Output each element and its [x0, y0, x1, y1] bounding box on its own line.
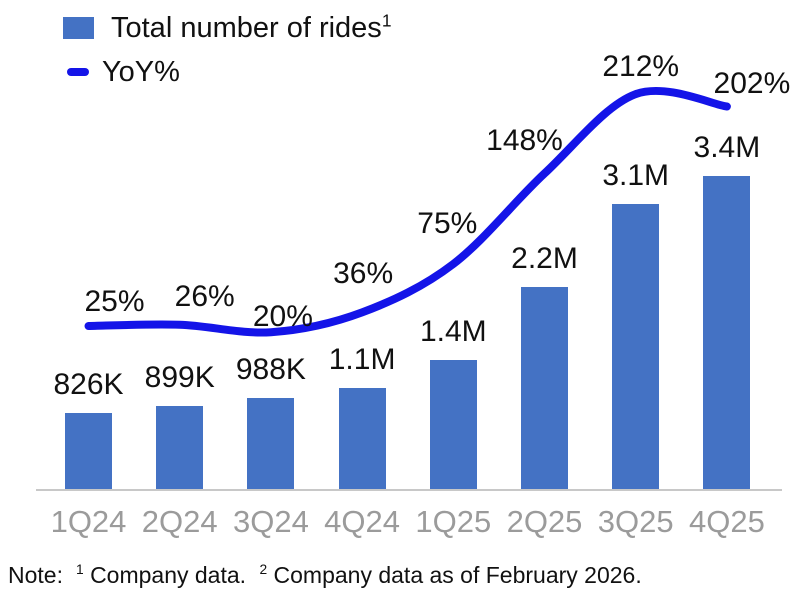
bar-value-label-3Q24: 988K: [235, 353, 306, 387]
bar-3Q24: [247, 398, 295, 489]
yoy-value-label-4Q25: 202%: [713, 66, 791, 100]
legend-rides-superscript: 1: [381, 10, 392, 31]
x-axis-line: [36, 489, 782, 491]
bar-value-label-4Q24: 1.1M: [328, 342, 396, 376]
yoy-value-label-4Q24: 36%: [333, 257, 394, 291]
x-axis-label-2Q25: 2Q25: [506, 504, 583, 539]
x-axis-label-1Q25: 1Q25: [415, 504, 492, 539]
bar-value-label-4Q25: 3.4M: [693, 131, 761, 165]
yoy-value-label-1Q25: 75%: [417, 207, 478, 240]
legend-label-rides: Total number of rides1: [111, 10, 391, 46]
bar-1Q24: [65, 413, 112, 489]
legend-item-rides: Total number of rides1: [63, 10, 391, 46]
yoy-value-label-3Q25: 212%: [602, 50, 680, 84]
line-series-swatch-icon: [67, 68, 89, 76]
yoy-value-label-3Q24: 20%: [252, 300, 313, 334]
legend-rides-text: Total number of rides: [111, 12, 382, 44]
bar-2Q25: [521, 286, 568, 489]
bar-series-swatch-icon: [63, 17, 94, 39]
x-axis-label-3Q25: 3Q25: [597, 504, 674, 539]
x-axis-label-3Q24: 3Q24: [232, 504, 309, 539]
bar-4Q25: [703, 176, 751, 489]
footnote-superscript-2: 2: [259, 562, 268, 578]
bar-value-label-1Q24: 826K: [53, 368, 124, 401]
x-axis-label-4Q25: 4Q25: [688, 504, 765, 539]
footnote: Note: 1 Company data. 2 Company data as o…: [8, 562, 642, 589]
x-axis-label-4Q24: 4Q24: [324, 504, 401, 539]
chart-legend: Total number of rides1 YoY%: [63, 10, 391, 90]
bar-value-label-2Q24: 899K: [144, 361, 215, 395]
bar-value-label-1Q25: 1.4M: [419, 315, 487, 349]
bar-value-label-3Q25: 3.1M: [602, 158, 670, 192]
footnote-prefix: Note:: [8, 562, 63, 588]
footnote-text-2: Company data as of February 2026.: [273, 562, 642, 588]
legend-item-yoy: YoY%: [63, 54, 391, 90]
bar-2Q24: [156, 406, 204, 489]
yoy-value-label-1Q24: 25%: [84, 285, 145, 318]
bar-value-label-2Q25: 2.2M: [511, 241, 578, 275]
yoy-value-label-2Q25: 148%: [486, 124, 563, 158]
bar-3Q25: [612, 203, 660, 489]
footnote-text-1: Company data.: [90, 562, 247, 588]
yoy-value-label-2Q24: 26%: [174, 279, 235, 313]
bar-4Q24: [338, 387, 386, 489]
x-axis-label-2Q24: 2Q24: [141, 504, 218, 539]
x-axis-label-1Q24: 1Q24: [50, 504, 127, 539]
bar-1Q25: [429, 360, 477, 489]
legend-label-yoy: YoY%: [102, 56, 180, 88]
footnote-superscript-1: 1: [75, 562, 84, 578]
